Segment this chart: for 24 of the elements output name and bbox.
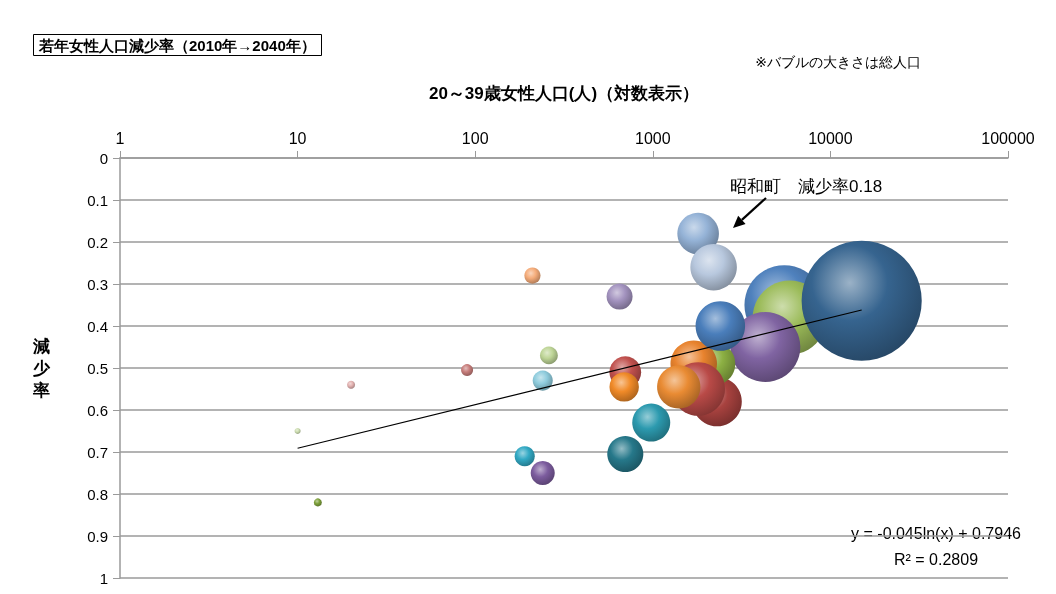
x-tick-label: 10000: [808, 129, 853, 147]
text: ※バブルの大きさは総人口: [755, 54, 921, 70]
y-tick-label: 0.3: [87, 275, 108, 293]
x-tick-label: 10: [288, 129, 307, 147]
annotation: R² = 0.2809: [893, 550, 979, 568]
y-tick-label: 0.4: [87, 317, 108, 335]
y-tick-label: 0.1: [87, 191, 108, 209]
y-tick-label: 0.5: [87, 359, 108, 377]
y-tick-label: 0: [99, 149, 108, 167]
x-axis-title: 20～39歳女性人口(人)（対数表示）: [428, 84, 700, 103]
y-tick-label: 0.7: [87, 443, 108, 461]
x-tick-label: 100000: [981, 129, 1035, 147]
x-tick-label: 1: [115, 129, 125, 147]
y-tick-label: 0.2: [87, 233, 108, 251]
y-tick-label: 0.6: [87, 401, 108, 419]
annotation: y = -0.045ln(x) + 0.7946: [851, 524, 1022, 542]
annotation: 昭和町 減少率0.18: [730, 176, 883, 196]
y-tick-label: 1: [99, 569, 108, 587]
y-tick-label: 0.8: [87, 485, 108, 503]
x-tick-label: 1000: [635, 129, 671, 147]
y-axis-title: 減少率: [32, 336, 51, 400]
chart-title: 若年女性人口減少率（2010年→2040年）: [38, 37, 316, 54]
y-tick-label: 0.9: [87, 527, 108, 545]
x-tick-label: 100: [461, 129, 489, 147]
